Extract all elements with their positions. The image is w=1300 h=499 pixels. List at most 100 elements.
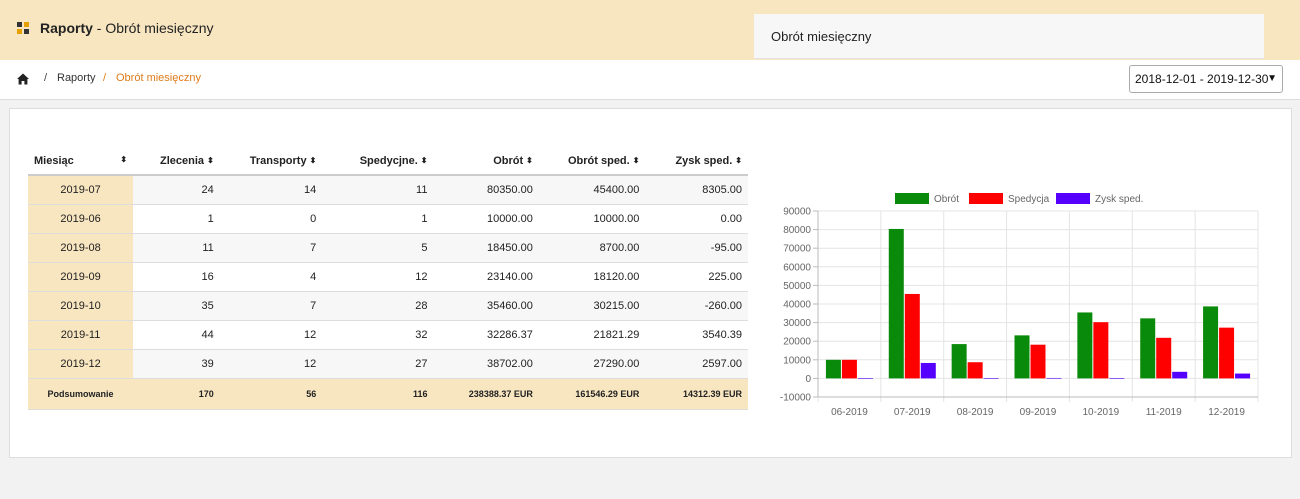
y-tick-label: 0	[805, 374, 811, 385]
table-cell: 2019-11	[28, 320, 134, 350]
breadcrumb-current: Obrót miesięczny	[116, 72, 201, 84]
breadcrumb-separator: /	[103, 72, 107, 84]
column-header-miesiac[interactable]: Miesiąc ⬍	[28, 147, 134, 176]
table-cell: 80350.00	[433, 175, 539, 205]
chart-panel-header: Obrót miesięczny	[754, 14, 1264, 59]
y-tick-label: 90000	[783, 207, 811, 218]
table-cell: 2019-12	[28, 349, 134, 379]
table-cell: 32286.37	[433, 320, 539, 350]
page-title-section: Raporty	[40, 20, 93, 36]
table-cell: 7	[219, 291, 323, 321]
bar	[1046, 377, 1062, 379]
table-cell: 11	[322, 175, 434, 205]
column-header-obrot[interactable]: Obrót ⬍	[433, 147, 539, 176]
sort-icon[interactable]: ⬍	[309, 155, 317, 165]
bar	[983, 378, 999, 379]
y-tick-label: 80000	[783, 225, 811, 236]
bar	[1203, 306, 1219, 379]
table-cell: 3540.39	[645, 320, 748, 350]
bar	[1219, 327, 1235, 379]
summary-cell: 14312.39 EUR	[645, 377, 748, 410]
column-header-obrot-sped[interactable]: Obrót sped. ⬍	[538, 147, 646, 176]
table-row: 2019-11 44 12 32 32286.37 21821.29 3540.…	[28, 320, 748, 350]
table-cell: 18120.00	[538, 262, 646, 292]
column-header-transporty[interactable]: Transporty ⬍	[219, 147, 323, 176]
table-cell: 0.00	[645, 204, 748, 234]
table-cell: 5	[322, 233, 434, 263]
summary-row: Podsumowanie 170 56 116 238388.37 EUR 16…	[28, 377, 748, 410]
legend-swatch	[895, 193, 929, 204]
sort-icon[interactable]: ⬍	[420, 155, 428, 165]
y-tick-label: 40000	[783, 300, 811, 311]
chevron-down-icon: ▼	[1267, 73, 1277, 84]
legend-label: Zysk sped.	[1095, 194, 1143, 205]
table-cell: 39	[133, 349, 220, 379]
page-title: Raporty - Obrót miesięczny	[40, 20, 214, 36]
bar	[857, 378, 873, 379]
legend-label: Obrót	[934, 194, 959, 205]
y-tick-label: 60000	[783, 262, 811, 273]
x-tick-label: 11-2019	[1146, 407, 1182, 418]
bar	[1140, 318, 1156, 379]
sort-icon[interactable]: ⬍	[120, 154, 128, 164]
x-tick-label: 10-2019	[1083, 407, 1120, 418]
summary-cell: 116	[322, 377, 434, 410]
table-cell: 8305.00	[645, 175, 748, 205]
summary-cell: 56	[219, 377, 323, 410]
bar	[1093, 322, 1109, 379]
sort-icon[interactable]: ⬍	[632, 155, 640, 165]
summary-cell: Podsumowanie	[28, 377, 134, 410]
bar	[967, 362, 983, 379]
table-cell: 27290.00	[538, 349, 646, 379]
date-range-select[interactable]: 2018-12-01 - 2019-12-30 ▼	[1129, 65, 1283, 93]
date-range-value: 2018-12-01 - 2019-12-30	[1135, 72, 1269, 86]
sort-icon[interactable]: ⬍	[735, 155, 742, 165]
x-tick-label: 06-2019	[831, 407, 868, 418]
table-cell: 35	[133, 291, 220, 321]
table-cell: 10000.00	[433, 204, 539, 234]
table-cell: 2019-09	[28, 262, 134, 292]
summary-cell: 161546.29 EUR	[538, 377, 646, 410]
table-cell: 2019-10	[28, 291, 134, 321]
monthly-turnover-table: Miesiąc ⬍ Zlecenia ⬍ Transporty ⬍ Spedycjne…	[28, 147, 748, 410]
table-cell: 1	[133, 204, 220, 234]
table-cell: 2597.00	[645, 349, 748, 379]
table-cell: 7	[219, 233, 323, 263]
table-cell: 21821.29	[538, 320, 646, 350]
summary-cell: 238388.37 EUR	[433, 377, 539, 410]
page-title-subsection: - Obrót miesięczny	[92, 20, 214, 36]
sort-icon[interactable]: ⬍	[207, 155, 214, 165]
table-cell: 11	[133, 233, 220, 263]
summary-cell: 170	[133, 377, 220, 410]
legend-swatch	[1056, 193, 1090, 204]
table-row: 2019-08 11 7 5 18450.00 8700.00 -95.00	[28, 233, 748, 263]
legend-swatch	[969, 193, 1003, 204]
x-tick-label: 12-2019	[1208, 407, 1245, 418]
home-icon[interactable]	[16, 72, 30, 86]
breadcrumb-raporty-link[interactable]: Raporty	[57, 72, 96, 84]
table-cell: -260.00	[645, 291, 748, 321]
table-row: 2019-06 1 0 1 10000.00 10000.00 0.00	[28, 204, 748, 234]
column-header-spedycjne[interactable]: Spedycjne. ⬍	[322, 147, 434, 176]
column-header-zlecenia[interactable]: Zlecenia ⬍	[133, 147, 220, 176]
column-header-zysk-sped[interactable]: Zysk sped. ⬍	[645, 147, 748, 176]
y-tick-label: 10000	[783, 355, 811, 366]
x-tick-label: 08-2019	[957, 407, 994, 418]
table-header-row: Miesiąc ⬍ Zlecenia ⬍ Transporty ⬍ Spedycjne…	[28, 147, 748, 176]
bar	[1235, 373, 1251, 379]
table-row: 2019-09 16 4 12 23140.00 18120.00 225.00	[28, 262, 748, 292]
bar	[1030, 344, 1046, 379]
table-cell: 30215.00	[538, 291, 646, 321]
table-row: 2019-12 39 12 27 38702.00 27290.00 2597.…	[28, 349, 748, 379]
y-tick-label: 50000	[783, 281, 811, 292]
table-row: 2019-10 35 7 28 35460.00 30215.00 -260.0…	[28, 291, 748, 321]
bar	[951, 344, 967, 379]
chart-panel-title: Obrót miesięczny	[771, 29, 872, 44]
bar	[1077, 312, 1093, 379]
sort-icon[interactable]: ⬍	[526, 155, 533, 165]
table-cell: 12	[219, 349, 323, 379]
table-cell: 10000.00	[538, 204, 646, 234]
bar	[888, 228, 904, 379]
table-cell: 28	[322, 291, 434, 321]
bar	[904, 293, 920, 379]
